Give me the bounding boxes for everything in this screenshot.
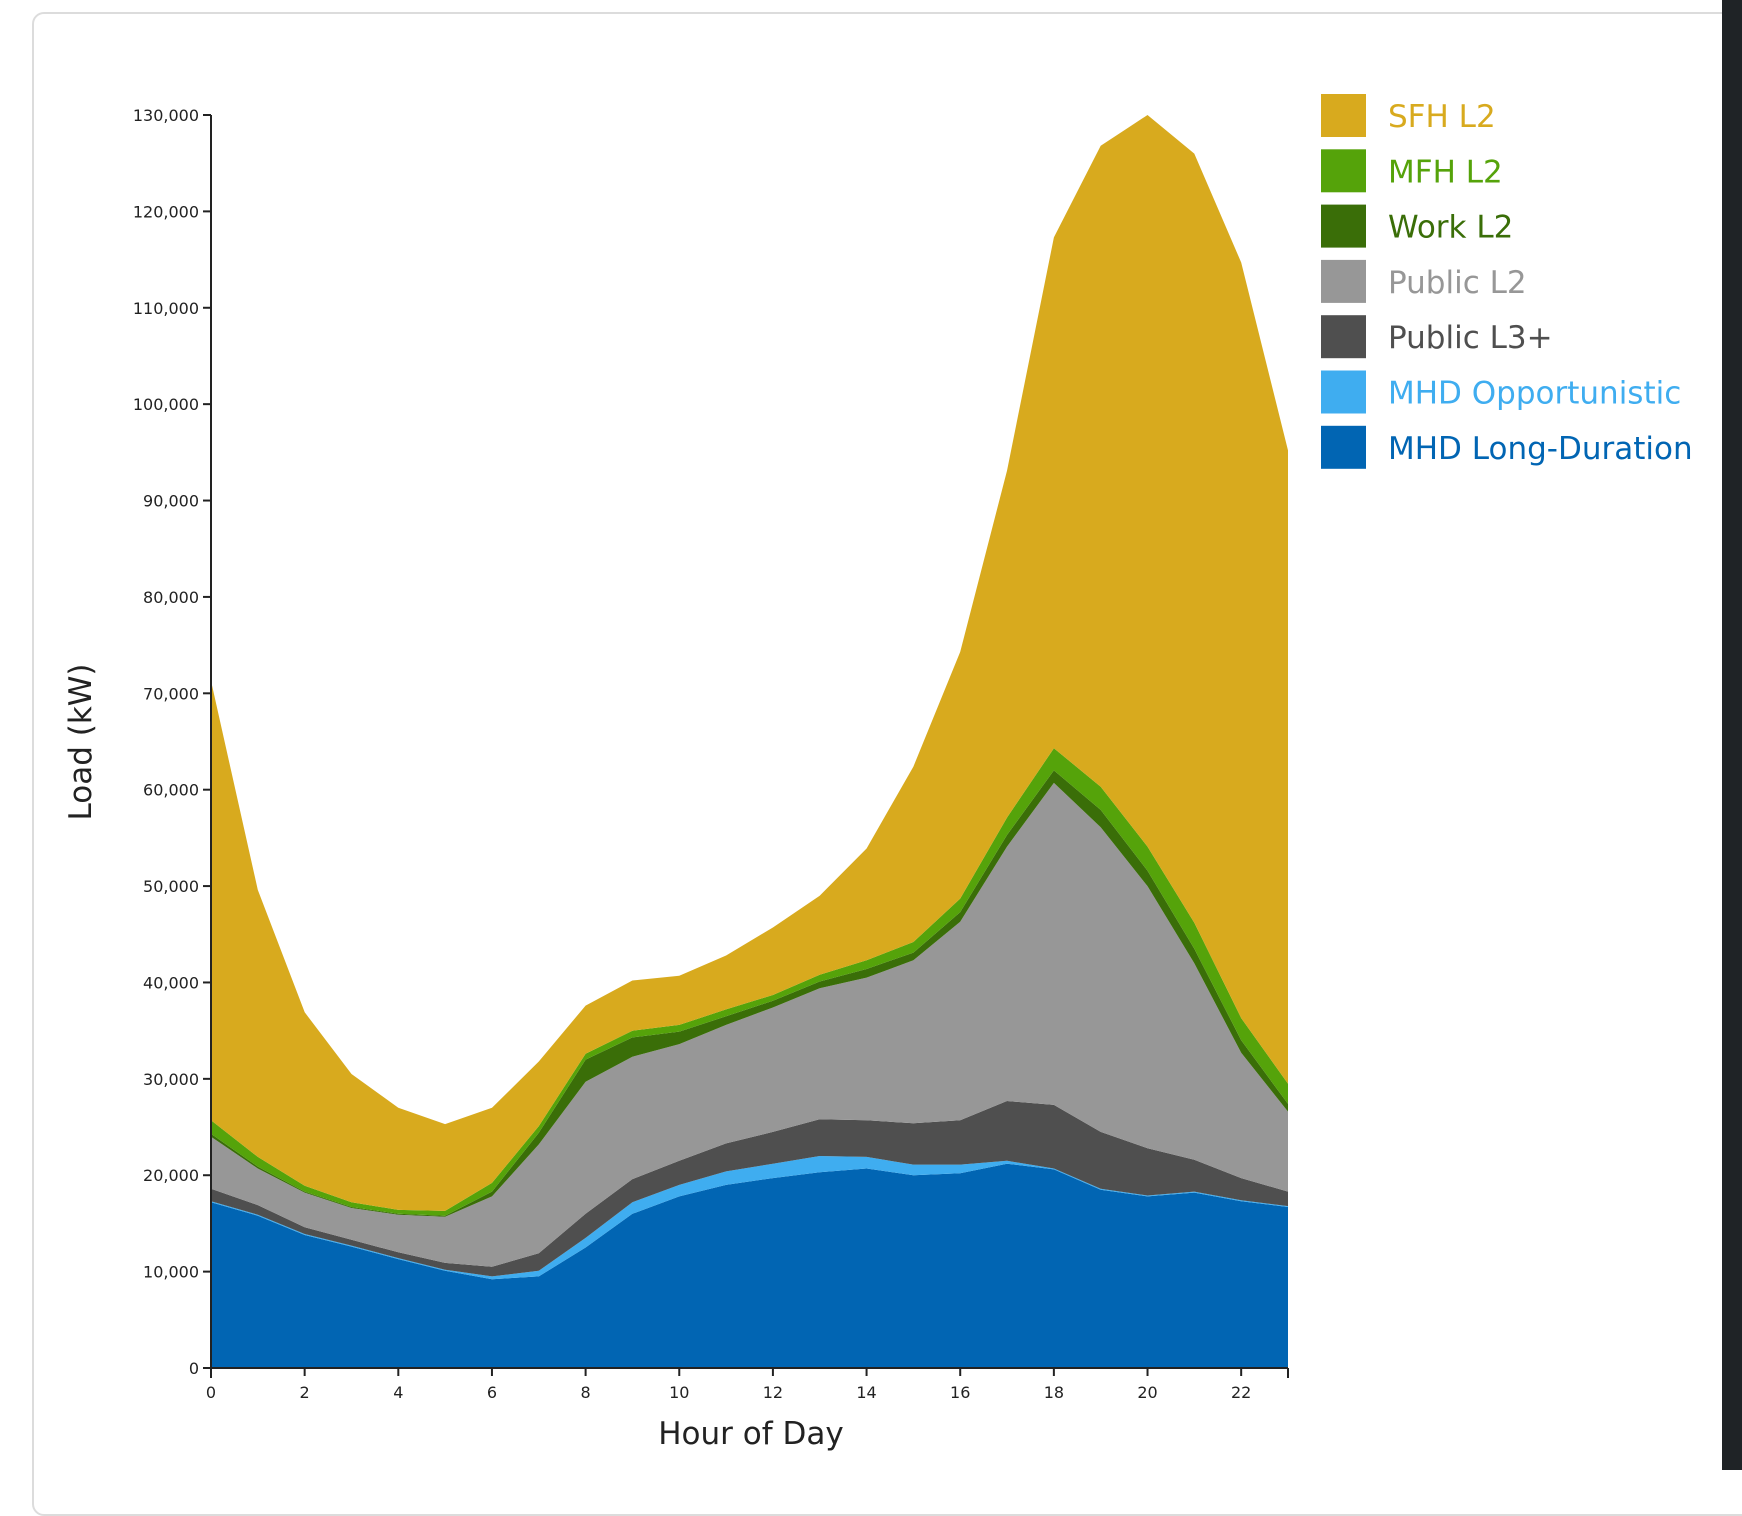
legend-swatch-mhd-opportunistic [1321,370,1366,414]
y-tick-label: 40,000 [143,973,199,992]
y-tick-label: 130,000 [133,106,199,125]
x-tick-label: 4 [393,1383,403,1402]
x-tick-label: 16 [950,1383,970,1402]
y-tick-label: 30,000 [143,1070,199,1089]
legend-swatch-work-l2 [1321,204,1366,248]
x-axis: 0 2 4 6 8 10 12 14 16 18 20 22 [206,1367,1289,1402]
legend-label-mhd-opportunistic: MHD Opportunistic [1388,376,1681,412]
area-layers [211,115,1288,1368]
area-mhd-long-duration [211,1163,1288,1368]
y-tick-label: 60,000 [143,781,199,800]
stacked-area-chart: 0 10,000 20,000 30,000 40,000 50,000 60,000 70,… [63,94,1693,1452]
x-axis-title: Hour of Day [658,1416,843,1452]
x-tick-label: 0 [206,1383,216,1402]
x-tick-label: 8 [581,1383,591,1402]
area-public-l3- [211,1101,1288,1277]
area-mhd-opportunistic [211,1156,1288,1280]
legend-label-mfh-l2: MFH L2 [1388,154,1503,190]
y-axis-title: Load (kW) [63,663,99,820]
area-public-l2 [211,782,1288,1267]
area-sfh-l2 [211,115,1288,1211]
y-tick-label: 50,000 [143,877,199,896]
x-tick-label: 12 [763,1383,783,1402]
x-tick-label: 14 [856,1383,876,1402]
legend-label-mhd-long-duration: MHD Long-Duration [1388,431,1693,467]
x-tick-label: 2 [300,1383,310,1402]
y-tick-label: 80,000 [143,588,199,607]
x-tick-label: 10 [669,1383,689,1402]
y-tick-label: 110,000 [133,299,199,318]
legend-swatch-sfh-l2 [1321,94,1366,137]
legend-swatch-mfh-l2 [1321,149,1366,193]
legend-swatch-public-l2 [1321,259,1366,303]
x-tick-label: 22 [1231,1383,1251,1402]
legend: SFH L2 MFH L2 Work L2 Public L2 Public L3+ MH… [1321,94,1693,469]
y-tick-label: 10,000 [143,1263,199,1282]
x-tick-label: 6 [487,1383,497,1402]
legend-swatch-mhd-long-duration [1321,425,1366,469]
y-tick-label: 20,000 [143,1166,199,1185]
y-tick-label: 120,000 [133,202,199,221]
x-tick-label: 18 [1044,1383,1064,1402]
legend-label-public-l3-: Public L3+ [1388,320,1553,356]
y-axis: 0 10,000 20,000 30,000 40,000 50,000 60,000 70,… [133,106,212,1378]
legend-label-work-l2: Work L2 [1388,210,1513,246]
y-tick-label: 100,000 [133,395,199,414]
y-tick-label: 70,000 [143,684,199,703]
legend-label-public-l2: Public L2 [1388,265,1527,301]
y-tick-label: 90,000 [143,492,199,511]
x-tick-label: 20 [1137,1383,1157,1402]
legend-label-sfh-l2: SFH L2 [1388,99,1496,135]
y-tick-label: 0 [189,1359,199,1378]
legend-swatch-public-l3- [1321,315,1366,359]
scrollbar-track[interactable] [1722,0,1742,1470]
